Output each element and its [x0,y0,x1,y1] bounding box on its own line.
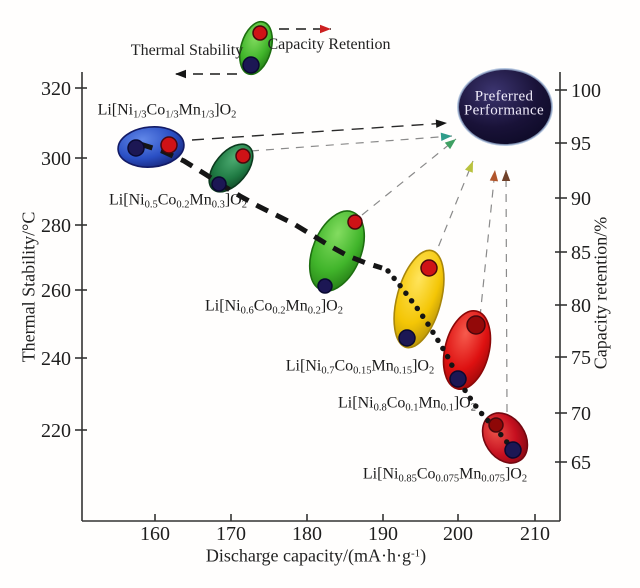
preferred-performance-line1: Preferred [474,88,534,105]
x-tick-label: 170 [216,523,246,545]
left-tick-label: 220 [41,420,71,442]
point-3-arrow-shaft [432,160,474,261]
series-label-4: Li[Ni0.8Co0.1Mn0.1]O2 [338,394,476,414]
series-label-2: Li[Ni0.6Co0.2Mn0.2]O2 [205,297,343,317]
left-tick-label: 300 [41,148,71,170]
series-label-1: Li[Ni0.5Co0.2Mn0.3]O2 [109,191,247,211]
point-3-retention-dot [420,259,438,277]
right-tick-label: 70 [571,403,591,425]
x-tick-label: 160 [140,523,170,545]
point-5-arrow-shaft [505,169,508,413]
preferred-bubble-shape [457,68,553,146]
left-tick-label: 280 [41,215,71,237]
point-1-arrow-shaft [250,135,453,152]
left-tick-label: 320 [41,78,71,100]
point-5-thermal-dot [504,441,522,459]
point-4-thermal-dot [449,370,467,388]
right-tick-label: 95 [571,133,591,155]
point-1-arrow-head [440,132,452,142]
legend-thermal-stability-label: Thermal Stability [130,42,244,59]
left-axis-title: Thermal Stability/°C [18,211,39,363]
left-tick-label: 260 [41,280,71,302]
point-2-thermal-dot [317,278,333,294]
point-4-ellipse [442,310,492,390]
right-tick-label: 80 [571,295,591,317]
point-2-retention-dot [347,214,363,230]
right-axis-title: Capacity retention/% [590,216,611,370]
point-4-ellipse-shape [442,310,492,390]
series-label-5: Li[Ni0.85Co0.075Mn0.075]O2 [362,465,528,485]
point-4-arrow-head [489,170,499,182]
point-0-arrow-shaft [191,122,448,141]
point-3-arrow-head [464,161,473,173]
series-label-0: Li[Ni1/3Co1/3Mn1/3]O2 [97,101,237,121]
point-4-retention-dot [466,315,486,335]
right-tick-label: 65 [571,452,591,474]
legend-red-dot [252,25,268,41]
legend-capacity-retention-label: Capacity Retention [267,36,391,53]
point-3-thermal-dot [398,329,416,347]
point-1-ellipse-shape [208,143,254,193]
point-4-arrow-shaft [479,169,496,318]
right-tick-label: 100 [571,80,601,102]
dots-layer [127,25,522,459]
point-1-retention-dot [235,148,251,164]
right-tick-label: 75 [571,347,591,369]
point-2-arrow-head [444,139,456,150]
point-5-retention-dot [488,417,504,433]
preferred-performance-bubble [457,68,553,146]
x-tick-label: 190 [368,523,398,545]
x-tick-label: 200 [443,523,473,545]
point-1-ellipse [208,143,254,193]
point-0-thermal-dot [127,139,145,157]
axes-layer: 160 170 180 190 200 210 320 300 280 260 240 220 100 9… [41,72,601,545]
point-0-retention-dot [160,136,178,154]
point-3-ellipse [393,249,445,349]
point-1-thermal-dot [211,176,227,192]
right-tick-label: 85 [571,242,591,264]
x-axis-title: Discharge capacity/(mA·h·g-1) [205,545,427,566]
preferred-performance-label: Preferred Performance [464,88,544,118]
left-tick-label: 240 [41,348,71,370]
point-3-ellipse-shape [393,249,445,349]
right-tick-label: 90 [571,188,591,210]
point-2-arrow-shaft [361,138,457,216]
legend-navy-dot [242,56,260,74]
point-5-arrow-head [501,170,511,182]
point-0-arrow-head [435,119,447,128]
trend-dashed-segment [139,141,383,271]
x-tick-label: 180 [292,523,322,545]
x-tick-label: 210 [520,523,550,545]
legend-capacity-arrow-head [320,24,331,34]
legend-thermal-arrow-head [175,69,186,79]
series-label-3: Li[Ni0.7Co0.15Mn0.15]O2 [285,357,435,377]
preferred-performance-line2: Performance [464,102,544,118]
arrow-heads-layer [175,24,511,182]
